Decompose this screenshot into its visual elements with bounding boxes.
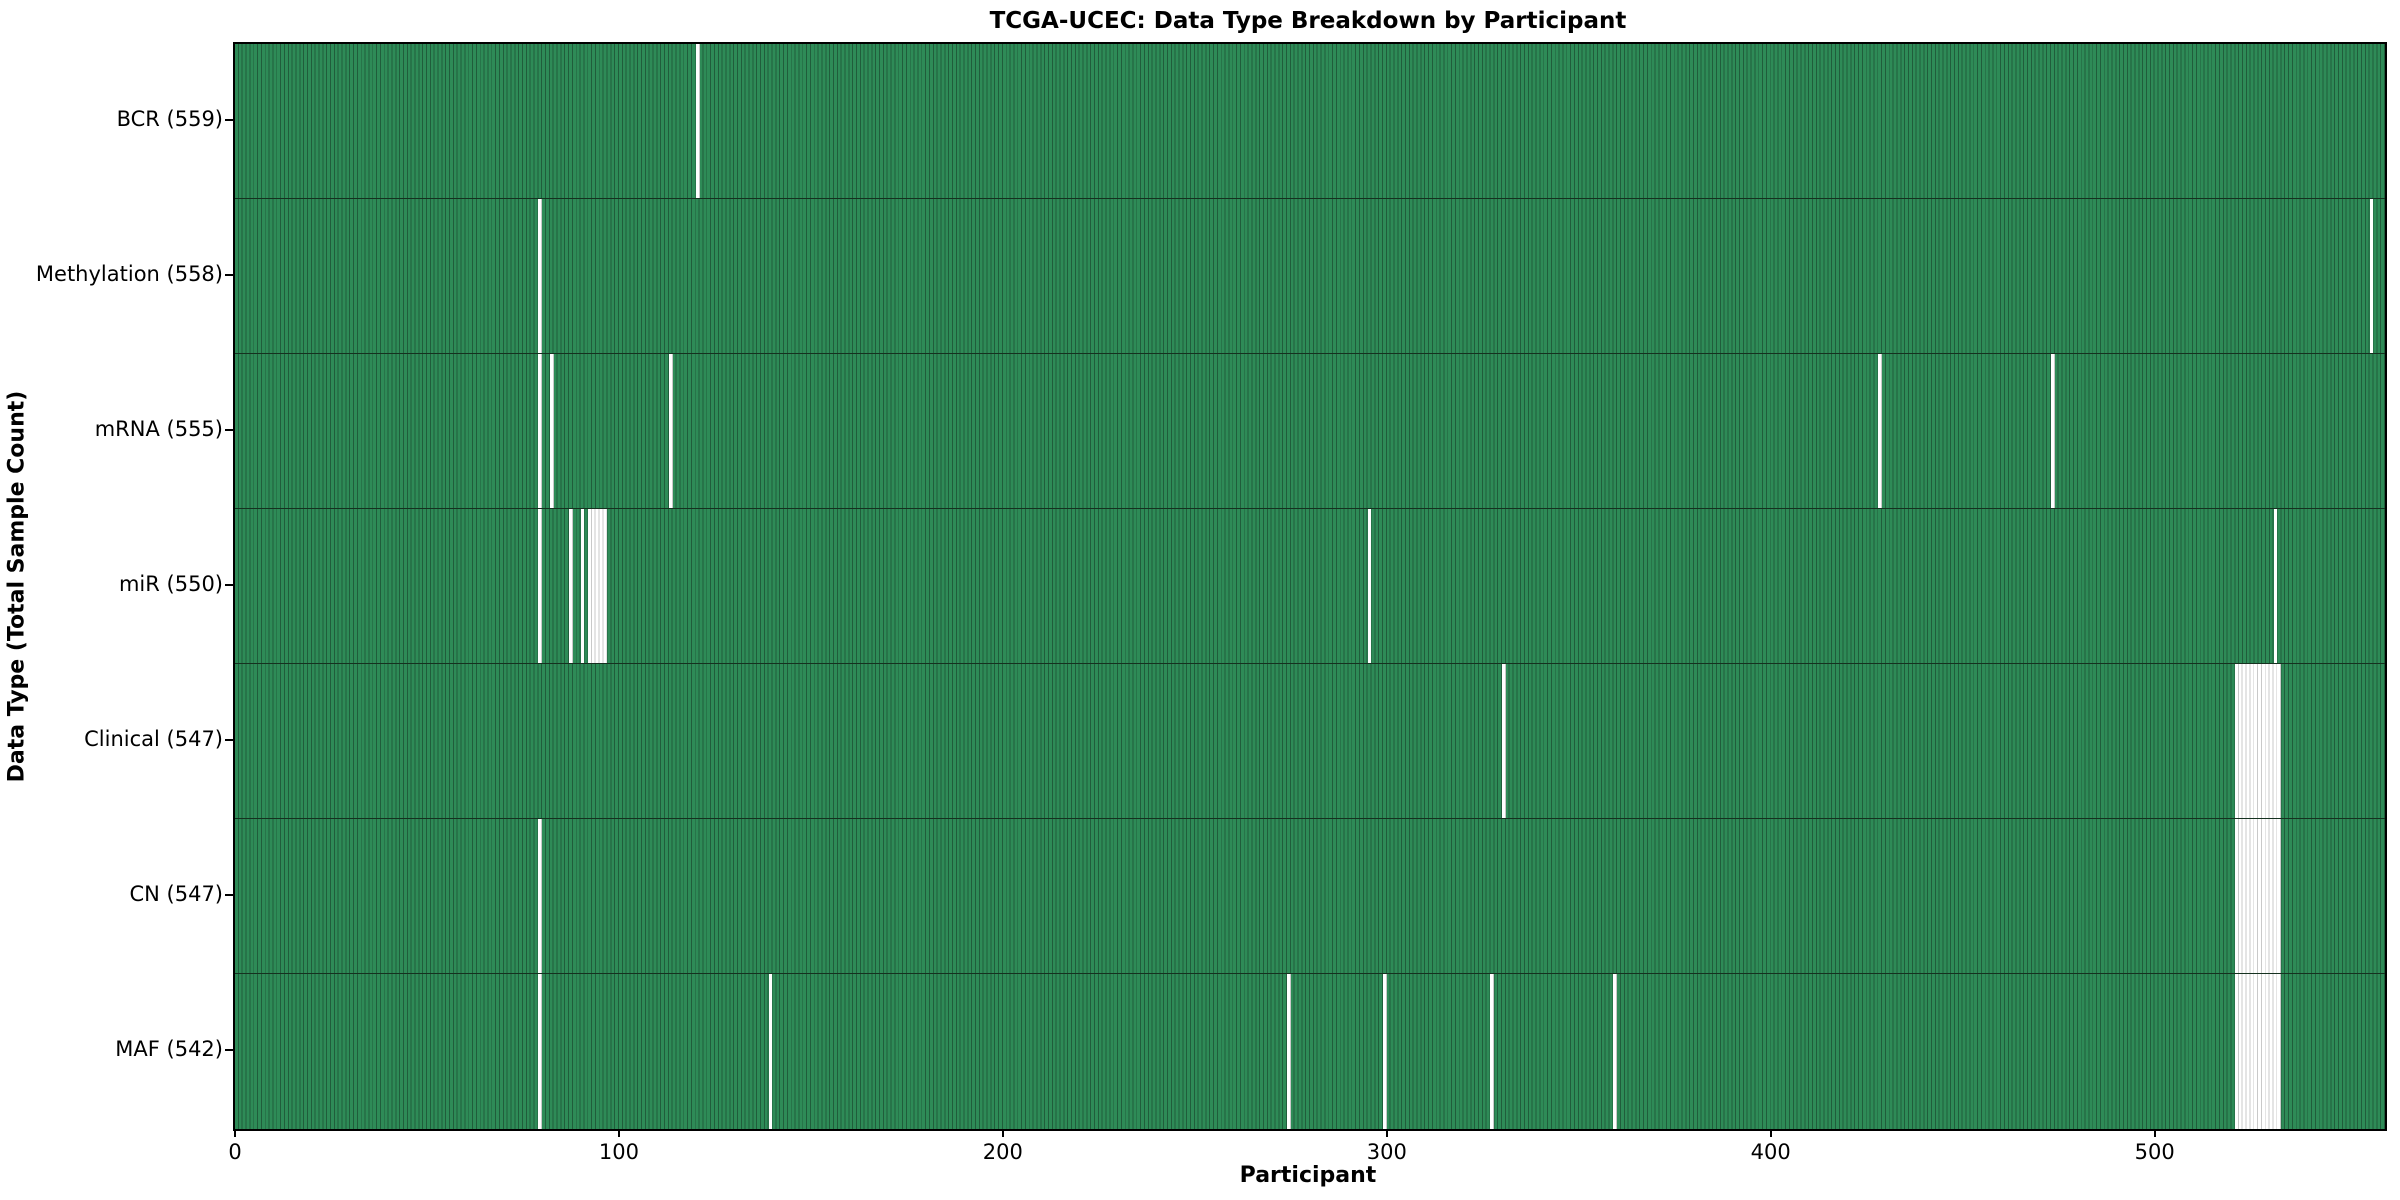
absent-stripe — [538, 509, 543, 663]
x-tick-label: 500 — [2134, 1140, 2175, 1164]
absent-stripe — [2235, 974, 2282, 1129]
absent-stripe — [588, 509, 608, 663]
absent-stripe — [1367, 509, 1372, 663]
absent-stripe — [695, 44, 700, 198]
row-methylation — [235, 199, 2385, 354]
x-tick-label: 200 — [982, 1140, 1023, 1164]
row-bcr — [235, 44, 2385, 199]
y-tick-mark — [225, 583, 233, 586]
y-tick-mark — [225, 118, 233, 121]
x-tick-mark — [1001, 1129, 1004, 1137]
absent-stripe — [668, 354, 673, 508]
absent-stripe — [569, 509, 573, 663]
y-tick-mark — [225, 428, 233, 431]
y-tick-mark — [225, 273, 233, 276]
x-tick-mark — [234, 1129, 236, 1137]
absent-stripe — [1382, 974, 1387, 1129]
absent-stripe — [1878, 354, 1883, 508]
plot-area: Present Absent — [233, 42, 2387, 1131]
y-tick-label: BCR (559) — [116, 106, 223, 131]
y-tick-mark — [225, 893, 233, 896]
absent-stripe — [1490, 974, 1495, 1129]
absent-stripe — [2235, 819, 2282, 973]
row-cn — [235, 819, 2385, 974]
y-tick-label: MAF (542) — [115, 1036, 223, 1061]
x-tick-label: 300 — [1366, 1140, 1407, 1164]
row-clinical — [235, 664, 2385, 819]
absent-stripe — [538, 199, 543, 353]
y-tick-mark — [225, 1048, 233, 1051]
absent-stripe — [580, 509, 585, 663]
y-tick-label: CN (547) — [129, 881, 223, 906]
x-axis-label: Participant — [1239, 1163, 1377, 1188]
row-mir — [235, 509, 2385, 664]
x-tick-label: 0 — [228, 1140, 242, 1164]
y-tick-label: mRNA (555) — [94, 416, 223, 441]
x-tick-mark — [1385, 1129, 1388, 1137]
y-tick-label: Clinical (547) — [84, 726, 223, 751]
absent-stripe — [2235, 664, 2282, 818]
absent-stripe — [1613, 974, 1618, 1129]
row-maf — [235, 974, 2385, 1129]
absent-stripe — [2369, 199, 2374, 353]
y-tick-label: Methylation (558) — [35, 261, 223, 286]
x-tick-mark — [617, 1129, 620, 1137]
chart-title: TCGA-UCEC: Data Type Breakdown by Partic… — [989, 8, 1627, 34]
x-tick-mark — [1769, 1129, 1772, 1137]
absent-stripe — [1501, 664, 1506, 818]
absent-stripe — [538, 819, 543, 973]
x-tick-label: 400 — [1750, 1140, 1791, 1164]
y-tick-label: miR (550) — [118, 571, 223, 596]
absent-stripe — [538, 974, 543, 1129]
x-tick-mark — [2153, 1129, 2156, 1137]
absent-stripe — [538, 354, 543, 508]
absent-stripe — [549, 354, 554, 508]
absent-stripe — [2050, 354, 2055, 508]
absent-stripe — [2273, 509, 2278, 663]
absent-stripe — [1286, 974, 1291, 1129]
row-mrna — [235, 354, 2385, 509]
y-tick-mark — [225, 738, 233, 741]
x-tick-label: 100 — [598, 1140, 639, 1164]
absent-stripe — [768, 974, 773, 1129]
